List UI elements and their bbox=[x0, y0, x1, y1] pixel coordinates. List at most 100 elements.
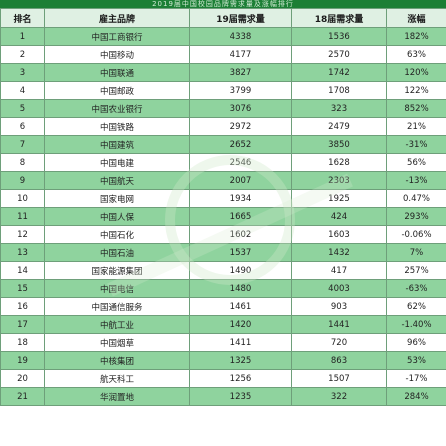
table-row: 21 华润置地 1235 322 284% bbox=[0, 387, 446, 406]
cell-rank: 3 bbox=[0, 63, 45, 82]
cell-demand-19: 1665 bbox=[189, 207, 292, 226]
table-row: 16 中国通信服务 1461 903 62% bbox=[0, 297, 446, 316]
table-row: 6 中国铁路 2972 2479 21% bbox=[0, 117, 446, 136]
cell-demand-19: 1602 bbox=[189, 225, 292, 244]
cell-demand-19: 1490 bbox=[189, 261, 292, 280]
cell-brand: 中国人保 bbox=[44, 207, 190, 226]
table-row: 4 中国邮政 3799 1708 122% bbox=[0, 81, 446, 100]
cell-demand-19: 4177 bbox=[189, 45, 292, 64]
cell-rank: 17 bbox=[0, 315, 45, 334]
cell-growth: -0.06% bbox=[386, 225, 446, 244]
header-brand: 雇主品牌 bbox=[44, 8, 190, 28]
cell-growth: 0.47% bbox=[386, 189, 446, 208]
cell-growth: 122% bbox=[386, 81, 446, 100]
cell-growth: 53% bbox=[386, 351, 446, 370]
cell-rank: 9 bbox=[0, 171, 45, 190]
cell-demand-18: 1742 bbox=[291, 63, 387, 82]
table-banner: 2019届中国校园品牌需求量及涨幅排行 bbox=[0, 0, 446, 8]
cell-brand: 中国航天 bbox=[44, 171, 190, 190]
cell-growth: 62% bbox=[386, 297, 446, 316]
cell-growth: 293% bbox=[386, 207, 446, 226]
cell-demand-19: 1537 bbox=[189, 243, 292, 262]
header-row: 排名 雇主品牌 19届需求量 18届需求量 涨幅 bbox=[0, 8, 446, 28]
cell-demand-19: 1934 bbox=[189, 189, 292, 208]
cell-demand-18: 2303 bbox=[291, 171, 387, 190]
cell-demand-19: 1411 bbox=[189, 333, 292, 352]
cell-brand: 中国通信服务 bbox=[44, 297, 190, 316]
cell-rank: 6 bbox=[0, 117, 45, 136]
ranking-table: 排名 雇主品牌 19届需求量 18届需求量 涨幅 1 中国工商银行 4338 1536… bbox=[0, 8, 446, 406]
table-row: 3 中国联通 3827 1742 120% bbox=[0, 63, 446, 82]
cell-demand-19: 2652 bbox=[189, 135, 292, 154]
table-row: 17 中航工业 1420 1441 -1.40% bbox=[0, 315, 446, 334]
cell-demand-18: 720 bbox=[291, 333, 387, 352]
cell-demand-18: 1925 bbox=[291, 189, 387, 208]
cell-demand-19: 3827 bbox=[189, 63, 292, 82]
cell-demand-18: 903 bbox=[291, 297, 387, 316]
cell-rank: 18 bbox=[0, 333, 45, 352]
cell-rank: 16 bbox=[0, 297, 45, 316]
cell-brand: 中国邮政 bbox=[44, 81, 190, 100]
cell-demand-19: 1420 bbox=[189, 315, 292, 334]
header-demand-19: 19届需求量 bbox=[189, 8, 292, 28]
cell-brand: 中国石化 bbox=[44, 225, 190, 244]
cell-growth: 21% bbox=[386, 117, 446, 136]
cell-growth: -13% bbox=[386, 171, 446, 190]
cell-rank: 10 bbox=[0, 189, 45, 208]
cell-demand-18: 417 bbox=[291, 261, 387, 280]
cell-rank: 12 bbox=[0, 225, 45, 244]
cell-demand-18: 2479 bbox=[291, 117, 387, 136]
cell-growth: -31% bbox=[386, 135, 446, 154]
header-demand-18: 18届需求量 bbox=[291, 8, 387, 28]
cell-growth: 63% bbox=[386, 45, 446, 64]
cell-demand-18: 323 bbox=[291, 99, 387, 118]
cell-brand: 中核集团 bbox=[44, 351, 190, 370]
cell-brand: 中国铁路 bbox=[44, 117, 190, 136]
cell-growth: 257% bbox=[386, 261, 446, 280]
cell-rank: 1 bbox=[0, 27, 45, 46]
cell-demand-18: 1536 bbox=[291, 27, 387, 46]
table-row: 13 中国石油 1537 1432 7% bbox=[0, 243, 446, 262]
cell-rank: 2 bbox=[0, 45, 45, 64]
cell-brand: 中国电信 bbox=[44, 279, 190, 298]
cell-brand: 国家电网 bbox=[44, 189, 190, 208]
cell-demand-19: 3076 bbox=[189, 99, 292, 118]
cell-growth: 7% bbox=[386, 243, 446, 262]
cell-demand-19: 2007 bbox=[189, 171, 292, 190]
cell-brand: 航天科工 bbox=[44, 369, 190, 388]
cell-demand-18: 3850 bbox=[291, 135, 387, 154]
cell-brand: 中国联通 bbox=[44, 63, 190, 82]
cell-demand-18: 1603 bbox=[291, 225, 387, 244]
cell-demand-19: 1235 bbox=[189, 387, 292, 406]
header-growth: 涨幅 bbox=[386, 8, 446, 28]
cell-brand: 国家能源集团 bbox=[44, 261, 190, 280]
table-row: 9 中国航天 2007 2303 -13% bbox=[0, 171, 446, 190]
header-rank: 排名 bbox=[0, 8, 45, 28]
cell-brand: 中航工业 bbox=[44, 315, 190, 334]
cell-brand: 中国电建 bbox=[44, 153, 190, 172]
cell-demand-19: 2972 bbox=[189, 117, 292, 136]
cell-demand-19: 1325 bbox=[189, 351, 292, 370]
cell-rank: 8 bbox=[0, 153, 45, 172]
cell-growth: -1.40% bbox=[386, 315, 446, 334]
cell-rank: 21 bbox=[0, 387, 45, 406]
cell-brand: 中国农业银行 bbox=[44, 99, 190, 118]
table-row: 1 中国工商银行 4338 1536 182% bbox=[0, 27, 446, 46]
cell-growth: -63% bbox=[386, 279, 446, 298]
cell-rank: 20 bbox=[0, 369, 45, 388]
cell-growth: 284% bbox=[386, 387, 446, 406]
cell-growth: 852% bbox=[386, 99, 446, 118]
cell-rank: 4 bbox=[0, 81, 45, 100]
table-row: 5 中国农业银行 3076 323 852% bbox=[0, 99, 446, 118]
cell-rank: 13 bbox=[0, 243, 45, 262]
cell-rank: 19 bbox=[0, 351, 45, 370]
table-row: 10 国家电网 1934 1925 0.47% bbox=[0, 189, 446, 208]
cell-rank: 11 bbox=[0, 207, 45, 226]
cell-demand-19: 3799 bbox=[189, 81, 292, 100]
table-row: 19 中核集团 1325 863 53% bbox=[0, 351, 446, 370]
table-row: 15 中国电信 1480 4003 -63% bbox=[0, 279, 446, 298]
cell-demand-18: 1441 bbox=[291, 315, 387, 334]
cell-demand-18: 4003 bbox=[291, 279, 387, 298]
cell-brand: 中国建筑 bbox=[44, 135, 190, 154]
